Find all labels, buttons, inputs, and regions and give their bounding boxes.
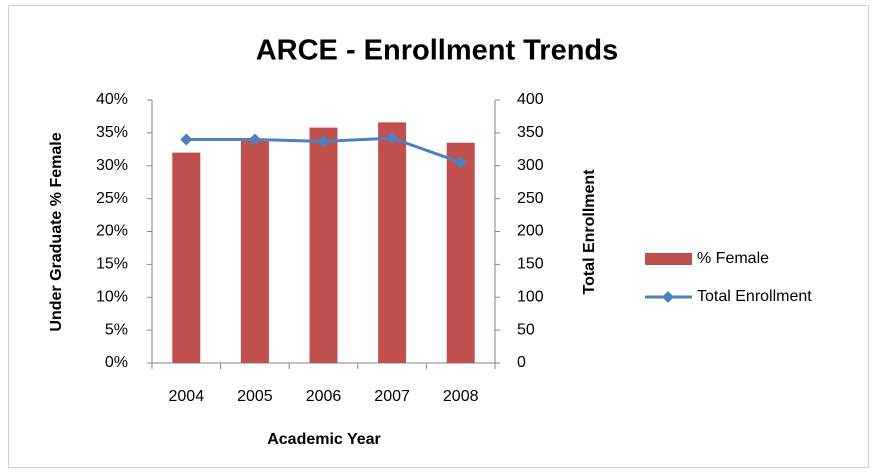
chart-title: ARCE - Enrollment Trends <box>256 35 619 67</box>
y2-tick-label: 400 <box>517 91 544 108</box>
line-marker <box>454 156 467 169</box>
y-tick-label: 35% <box>96 124 128 141</box>
y-tick-label: 15% <box>96 256 128 273</box>
y-tick-label: 25% <box>96 190 128 207</box>
y2-tick-label: 300 <box>517 157 544 174</box>
x-tick-label: 2006 <box>306 388 342 405</box>
bar <box>309 127 338 364</box>
x-tick-label: 2004 <box>169 388 205 405</box>
y2-tick-label: 250 <box>517 190 544 207</box>
x-tick-label: 2008 <box>443 388 479 405</box>
y2-axis-title: Total Enrollment <box>581 169 598 295</box>
y2-tick-label: 200 <box>517 223 544 240</box>
line-marker <box>386 132 399 145</box>
y2-tick-label: 350 <box>517 124 544 141</box>
x-axis-title: Academic Year <box>267 431 381 448</box>
line-marker <box>248 133 261 146</box>
chart-frame <box>8 5 869 468</box>
y-tick-label: 30% <box>96 157 128 174</box>
y-axis-title: Under Graduate % Female <box>48 132 65 331</box>
line-marker <box>180 133 193 146</box>
y2-tick-label: 150 <box>517 256 544 273</box>
legend-marker <box>662 291 674 303</box>
y-tick-label: 5% <box>105 321 128 338</box>
bar <box>446 142 475 363</box>
legend-label: Total Enrollment <box>697 288 812 305</box>
y-tick-label: 40% <box>96 91 128 108</box>
legend-label: % Female <box>697 250 769 267</box>
x-tick-label: 2007 <box>374 388 410 405</box>
y2-tick-label: 0 <box>517 354 526 371</box>
bar <box>172 152 201 363</box>
y-tick-label: 0% <box>105 354 128 371</box>
legend-swatch <box>645 253 692 265</box>
x-tick-label: 2005 <box>237 388 273 405</box>
line-marker <box>317 135 330 148</box>
y2-tick-label: 100 <box>517 288 544 305</box>
bar <box>378 122 407 363</box>
y-tick-label: 20% <box>96 223 128 240</box>
y2-tick-label: 50 <box>517 321 535 338</box>
bar <box>240 139 269 363</box>
y-tick-label: 10% <box>96 288 128 305</box>
